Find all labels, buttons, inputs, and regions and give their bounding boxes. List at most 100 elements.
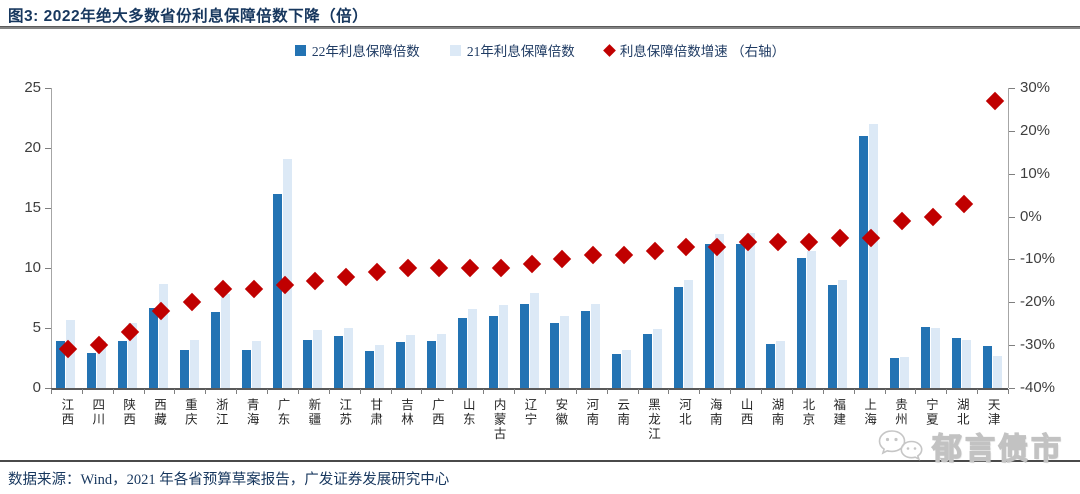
- x-axis-tick: [791, 389, 793, 394]
- x-axis-label-青海: 青海: [244, 398, 259, 427]
- legend-item-growth: 利息保障倍数增速 （右轴）: [602, 40, 785, 60]
- growth-diamond-吉林: [398, 258, 418, 278]
- legend-label-2021: 21年利息保障倍数: [466, 44, 575, 59]
- x-axis-label-江西: 江西: [59, 398, 74, 427]
- y-axis-left-label: 25: [24, 79, 41, 96]
- x-axis-label-福建: 福建: [831, 398, 846, 427]
- bar-2022-山东: [457, 318, 467, 388]
- x-axis-tick: [51, 389, 52, 394]
- y-axis-right-tick: [1009, 388, 1015, 389]
- bar-2022-广东: [272, 193, 282, 388]
- x-axis-label-贵州: 贵州: [892, 398, 907, 427]
- bar-2022-安徽: [550, 323, 560, 388]
- x-axis-label-四川: 四川: [90, 398, 105, 427]
- y-axis-left-tick: [45, 268, 51, 269]
- watermark-text: 郁言债市: [931, 432, 1064, 466]
- x-axis-tick: [297, 389, 299, 394]
- x-axis-tick: [205, 389, 207, 394]
- bar-2021-广东: [282, 158, 292, 388]
- bar-2022-宁夏: [920, 326, 930, 388]
- x-axis-tick: [977, 389, 979, 394]
- x-axis-tick: [483, 389, 485, 394]
- y-axis-right-label: -40%: [1020, 379, 1056, 396]
- x-axis-tick: [174, 389, 176, 394]
- bar-2022-青海: [241, 349, 251, 388]
- legend-item-2021: 21年利息保障倍数: [449, 40, 575, 60]
- figure-title: 图3: 2022年绝大多数省份利息保障倍数下降（倍）: [8, 8, 369, 25]
- bar-2022-广西: [426, 341, 436, 388]
- y-axis-left-tick: [45, 88, 51, 89]
- bar-2022-海南: [704, 244, 714, 388]
- x-axis-tick: [328, 389, 330, 394]
- y-axis-right-label: 0%: [1020, 207, 1042, 225]
- x-axis-tick: [575, 389, 577, 394]
- bar-2022-湖南: [766, 343, 776, 388]
- bar-2022-贵州: [889, 358, 899, 388]
- bar-2021-河北: [683, 280, 693, 388]
- bar-2021-山东: [467, 308, 477, 388]
- x-axis-label-湖北: 湖北: [954, 398, 969, 427]
- bar-2021-云南: [622, 349, 632, 388]
- x-axis-tick: [606, 389, 608, 394]
- bar-2022-重庆: [179, 349, 189, 388]
- chart-legend: 22年利息保障倍数 21年利息保障倍数 利息保障倍数增速 （右轴）: [0, 40, 1080, 60]
- bar-2021-贵州: [899, 356, 909, 388]
- growth-diamond-河南: [584, 245, 603, 265]
- bar-2022-江苏: [334, 336, 344, 388]
- bar-2021-山西: [745, 233, 755, 388]
- x-axis-label-陕西: 陕西: [121, 398, 136, 427]
- bar-2021-甘肃: [375, 344, 385, 388]
- x-axis-tick: [884, 389, 886, 394]
- growth-diamond-安徽: [553, 250, 572, 269]
- y-axis-left-label: 20: [24, 139, 41, 156]
- y-axis-left-label: 10: [24, 259, 41, 276]
- x-axis-tick: [915, 389, 917, 394]
- bar-2021-吉林: [406, 335, 416, 388]
- bar-2022-湖北: [951, 337, 961, 388]
- legend-item-2022: 22年利息保障倍数: [294, 40, 420, 60]
- x-axis-tick: [822, 389, 824, 394]
- x-axis-label-山东: 山东: [460, 398, 475, 427]
- x-axis-label-西藏: 西藏: [152, 398, 167, 427]
- bar-2022-甘肃: [365, 350, 375, 388]
- x-axis-tick: [761, 389, 763, 394]
- y-axis-right-tick: [1009, 345, 1015, 347]
- x-axis-label-安徽: 安徽: [553, 398, 568, 427]
- growth-diamond-宁夏: [923, 207, 943, 226]
- bar-2022-新疆: [303, 340, 313, 388]
- bar-2022-山西: [735, 244, 745, 388]
- bar-2022-天津: [982, 346, 992, 388]
- y-axis-right-line: [1008, 88, 1009, 388]
- x-axis-label-宁夏: 宁夏: [923, 398, 938, 427]
- x-axis-label-辽宁: 辽宁: [522, 398, 537, 427]
- growth-diamond-新疆: [306, 271, 325, 291]
- y-axis-left-label: 15: [24, 199, 41, 216]
- y-axis-right-tick: [1009, 173, 1015, 175]
- x-axis-label-河南: 河南: [584, 398, 599, 427]
- bar-2021-浙江: [220, 294, 230, 388]
- x-axis-label-天津: 天津: [985, 398, 1000, 427]
- x-axis-tick: [637, 389, 639, 394]
- x-axis-label-广西: 广西: [429, 398, 444, 427]
- y-axis-right-tick: [1009, 130, 1015, 132]
- bar-2021-安徽: [560, 316, 570, 388]
- x-axis-tick: [143, 389, 145, 394]
- legend-label-2022: 22年利息保障倍数: [311, 44, 420, 59]
- bar-2021-江苏: [344, 328, 354, 388]
- bar-2022-浙江: [210, 312, 220, 388]
- bar-2021-重庆: [189, 340, 199, 388]
- growth-diamond-江苏: [337, 267, 356, 286]
- bar-2021-福建: [838, 280, 848, 388]
- watermark-badge: 郁言债市: [878, 424, 1064, 468]
- y-axis-right-label: -20%: [1020, 293, 1056, 311]
- bar-2022-河南: [581, 311, 591, 388]
- growth-diamond-贵州: [892, 211, 912, 231]
- growth-diamond-内蒙古: [491, 258, 510, 278]
- growth-diamond-天津: [985, 91, 1004, 111]
- y-axis-left-tick: [45, 208, 51, 209]
- y-axis-left-line: [51, 88, 52, 388]
- x-axis-label-广东: 广东: [275, 398, 290, 427]
- bar-2022-云南: [612, 354, 622, 388]
- bar-2021-陕西: [128, 323, 138, 388]
- y-axis-left-label: 5: [32, 319, 41, 336]
